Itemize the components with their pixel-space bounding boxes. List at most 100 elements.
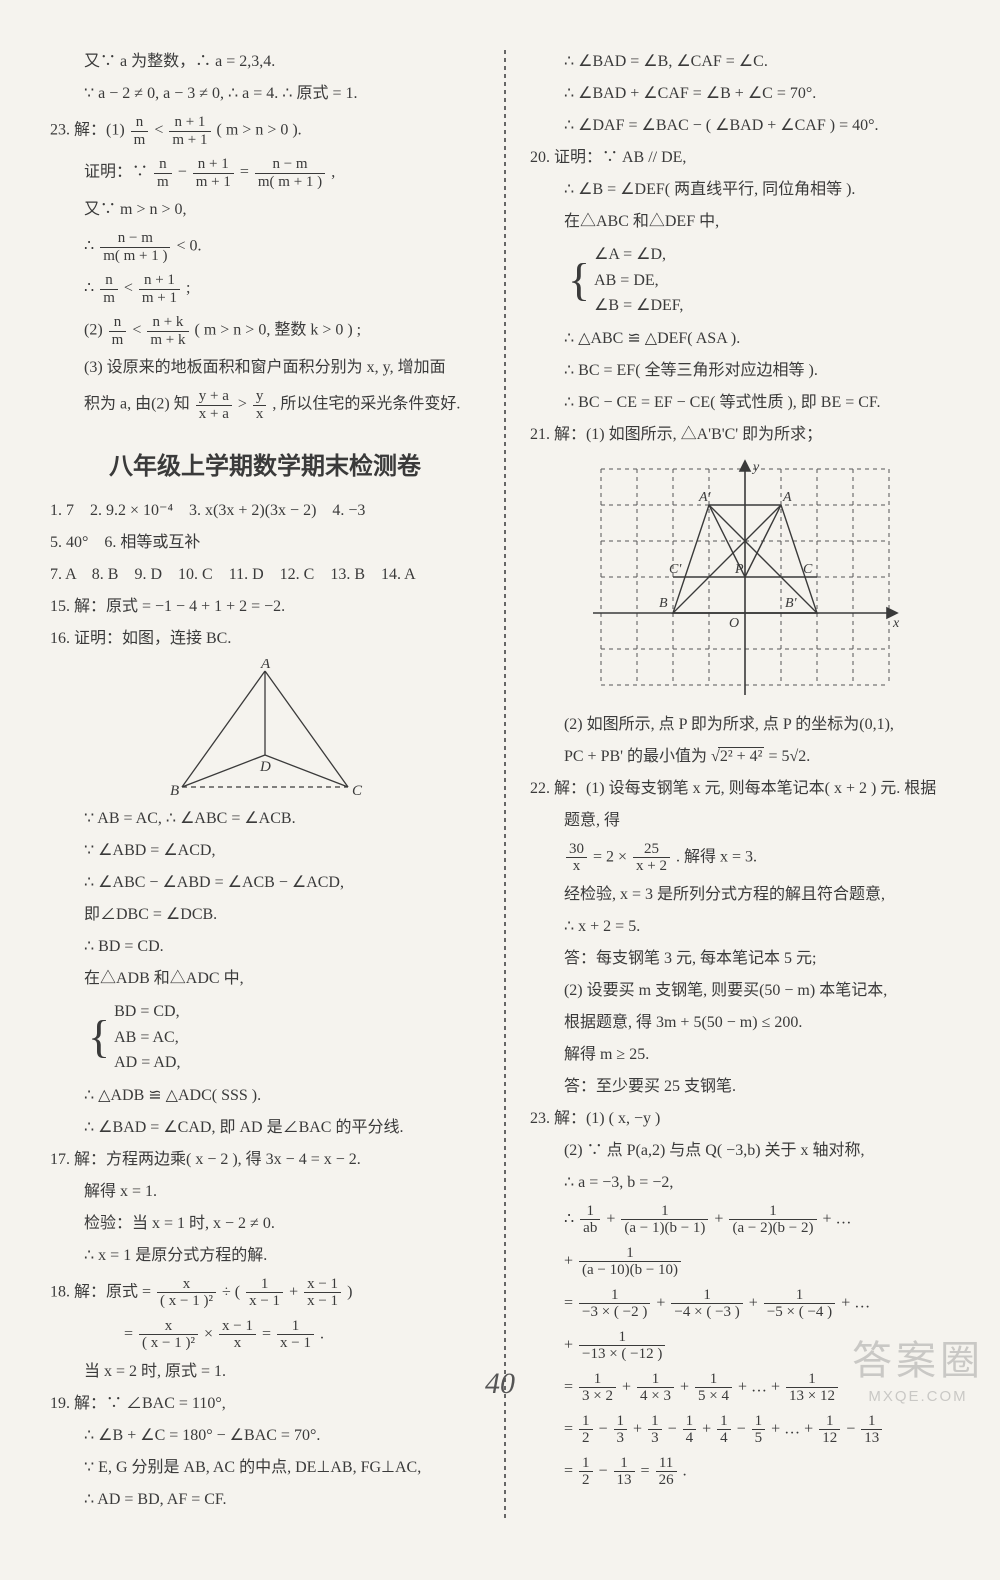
section-title: 八年级上学期数学期末检测卷 [50,446,480,481]
text: ∴ ∠B = ∠DEF( 两直线平行, 同位角相等 ). [530,178,960,202]
text: = [564,1462,577,1479]
column-divider [504,50,506,1520]
text: + [564,1336,577,1353]
text: ∴ x = 1 是原分式方程的解. [50,1244,480,1268]
text: 解得 m ≥ 25. [530,1043,960,1067]
system-line: ∠A = ∠D, [594,242,683,268]
svg-text:C': C' [669,562,682,577]
text: (2) 如图所示, 点 P 即为所求, 点 P 的坐标为(0,1), [530,713,960,737]
problem-19: 19. 解：∵ ∠BAC = 110°, [50,1392,480,1416]
text: ∴ [84,238,98,255]
text: ∴ [84,280,98,297]
text: ( m > n > 0, 整数 k > 0 ) ; [195,322,362,339]
text: 答：至少要买 25 支钢笔. [530,1075,960,1099]
svg-text:x: x [892,616,900,631]
text: ∵ a − 2 ≠ 0, a − 3 ≠ 0, ∴ a = 4. ∴ 原式 = … [50,82,480,106]
equation: = 12 − 13 + 13 − 14 + 14 − 15 + … + 112 … [530,1413,960,1447]
text: 18. 解：原式 = [50,1283,155,1300]
text: 根据题意, 得 3m + 5(50 − m) ≤ 200. [530,1011,960,1035]
triangle-diagram: A B C D [160,659,370,799]
text: 经检验, x = 3 是所列分式方程的解且符合题意, [530,883,960,907]
problem-21: 21. 解：(1) 如图所示, △A'B'C' 即为所求； [530,423,960,447]
text: ∴ BD = CD. [50,935,480,959]
problem-22: 22. 解：(1) 设每支钢笔 x 元, 则每本笔记本( x + 2 ) 元. … [530,777,960,801]
text: 解得 x = 1. [50,1180,480,1204]
system-line: AB = AC, [114,1025,180,1051]
svg-text:C: C [803,562,813,577]
answer-row: 7. A 8. B 9. D 10. C 11. D 12. C 13. B 1… [50,563,480,587]
text: 又∵ a 为整数，∴ a = 2,3,4. [50,50,480,74]
svg-text:B': B' [785,596,798,611]
text: (2) [84,322,107,339]
problem-18: 18. 解：原式 = x( x − 1 )² ÷ ( 1x − 1 + x − … [50,1276,480,1310]
text: = [564,1378,577,1395]
text: ∴ ∠ABC − ∠ABD = ∠ACB − ∠ACD, [50,871,480,895]
text: ∴ AD = BD, AF = CF. [50,1488,480,1512]
text: (3) 设原来的地板面积和窗户面积分别为 x, y, 增加面 [50,356,480,380]
text: 题意, 得 [530,809,960,833]
text: (2) ∵ 点 P(a,2) 与点 Q( −3,b) 关于 x 轴对称, [530,1139,960,1163]
proof-step: ∴ nm < n + 1m + 1 ; [50,272,480,306]
system-line: ∠B = ∠DEF, [594,293,683,319]
text: ∴ ∠B + ∠C = 180° − ∠BAC = 70°. [50,1424,480,1448]
svg-text:B: B [170,783,179,799]
proof-step: 积为 a, 由(2) 知 y + ax + a > yx , 所以住宅的采光条件… [50,388,480,422]
text: ∴ ∠BAD = ∠B, ∠CAF = ∠C. [530,50,960,74]
equation: = 12 − 113 = 1126 . [530,1455,960,1489]
text: 在△ABC 和△DEF 中, [530,210,960,234]
answer-row: 1. 7 2. 9.2 × 10⁻⁴ 3. x(3x + 2)(3x − 2) … [50,499,480,523]
svg-text:A: A [782,490,792,505]
problem-17: 17. 解：方程两边乘( x − 2 ), 得 3x − 4 = x − 2. [50,1148,480,1172]
text: = 5√2. [768,748,810,765]
text: = [124,1325,137,1342]
text: + [564,1252,577,1269]
equation-system: { BD = CD, AB = AC, AD = AD, [50,999,480,1076]
text: 答：每支钢笔 3 元, 每本笔记本 5 元; [530,947,960,971]
equation: + 1(a − 10)(b − 10) [530,1245,960,1279]
system-line: BD = CD, [114,999,180,1025]
sqrt-expr: 2² + 4² [718,747,765,765]
equation: PC + PB' 的最小值为 2² + 4² = 5√2. [530,745,960,769]
answer-row: 5. 40° 6. 相等或互补 [50,531,480,555]
text: 在△ADB 和△ADC 中, [50,967,480,991]
text: ∴ x + 2 = 5. [530,915,960,939]
equation: = 1−3 × ( −2 ) + 1−4 × ( −3 ) + 1−5 × ( … [530,1287,960,1321]
proof-step: ∴ n − mm( m + 1 ) < 0. [50,230,480,264]
text: + … + [738,1378,784,1395]
equation: = x( x − 1 )² × x − 1x = 1x − 1 . [50,1318,480,1352]
text: ∴ BC − CE = EF − CE( 等式性质 ), 即 BE = CF. [530,391,960,415]
text: 证明：∵ [84,164,152,181]
svg-text:B: B [659,596,668,611]
equation: ∴ 1ab + 1(a − 1)(b − 1) + 1(a − 2)(b − 2… [530,1203,960,1237]
text: 即∠DBC = ∠DCB. [50,903,480,927]
proof-step: (2) nm < n + km + k ( m > n > 0, 整数 k > … [50,314,480,348]
proof-step: 证明：∵ nm − n + 1m + 1 = n − mm( m + 1 ) , [50,156,480,190]
problem-23: 23. 解：(1) nm < n + 1m + 1 ( m > n > 0 ). [50,114,480,148]
right-column: ∴ ∠BAD = ∠B, ∠CAF = ∠C. ∴ ∠BAD + ∠CAF = … [530,50,960,1520]
text: = [564,1294,577,1311]
svg-text:A: A [260,659,271,672]
text: . [683,1462,687,1479]
text: ∵ E, G 分别是 AB, AC 的中点, DE⊥AB, FG⊥AC, [50,1456,480,1480]
watermark: 答案圈 MXQE.COM [852,1328,984,1405]
text: + … + [771,1420,817,1437]
system-line: AB = DE, [594,268,683,294]
text: ∵ ∠ABD = ∠ACD, [50,839,480,863]
svg-text:A': A' [698,490,712,505]
watermark-sub: MXQE.COM [852,1388,984,1405]
equation: 30x = 2 × 25x + 2 . 解得 x = 3. [530,841,960,875]
text: = [564,1420,577,1437]
text: ∴ ∠BAD = ∠CAD, 即 AD 是∠BAC 的平分线. [50,1116,480,1140]
watermark-main: 答案圈 [852,1328,984,1386]
svg-text:y: y [751,460,760,475]
left-column: 又∵ a 为整数，∴ a = 2,3,4. ∵ a − 2 ≠ 0, a − 3… [50,50,480,1520]
system-line: AD = AD, [114,1050,180,1076]
text: 当 x = 2 时, 原式 = 1. [50,1360,480,1384]
text: ( m > n > 0 ). [217,122,302,139]
page-number: 40 [485,1367,515,1401]
problem-16: 16. 证明：如图，连接 BC. [50,627,480,651]
text: PC + PB' 的最小值为 [564,748,711,765]
text: (2) 设要买 m 支钢笔, 则要买(50 − m) 本笔记本, [530,979,960,1003]
text: 解得 x = 3. [684,848,757,865]
text: 又∵ m > n > 0, [50,198,480,222]
